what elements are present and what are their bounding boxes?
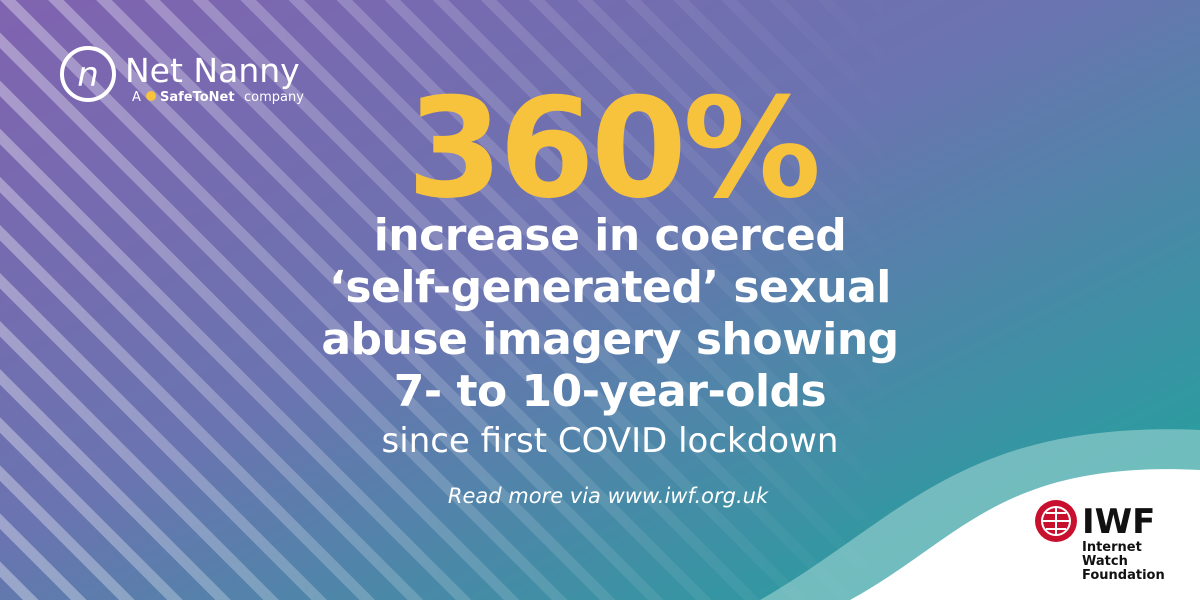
headline-line: abuse imagery showing	[321, 314, 898, 365]
brand-prefix: A	[132, 90, 141, 105]
headline: increase in coerced‘self-generated’ sexu…	[321, 210, 899, 417]
partner-line: Watch	[1082, 554, 1128, 569]
headline-line: ‘self-generated’ sexual	[329, 262, 891, 313]
partner-line: Foundation	[1082, 568, 1165, 583]
logo-ring	[60, 46, 116, 102]
link[interactable]: Read more via www.iwf.org.uk	[448, 484, 769, 508]
brand-name: Net Nanny	[125, 51, 300, 90]
stat: 360%	[407, 68, 817, 229]
subline: since first COVID lockdown	[382, 421, 839, 461]
brand-suffix: company	[244, 90, 304, 105]
flower-icon	[146, 91, 156, 101]
brand-logo: n Net Nanny A SafeToNet company	[60, 46, 304, 105]
partner-line: Internet	[1082, 540, 1142, 555]
partner-acronym: IWF	[1082, 502, 1155, 542]
headline-line: 7- to 10-year-olds	[394, 366, 826, 417]
headline-line: increase in coerced	[374, 210, 847, 261]
brand-parent: SafeToNet	[160, 90, 235, 105]
globe-lines	[1042, 507, 1070, 535]
logo-letter: n	[77, 55, 99, 95]
wave	[850, 469, 1200, 600]
